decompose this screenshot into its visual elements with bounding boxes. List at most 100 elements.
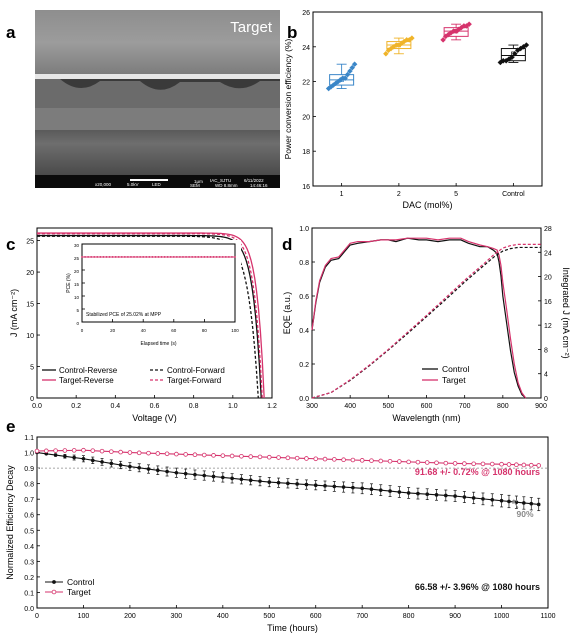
c-inset-pce-point <box>120 256 123 258</box>
e-xtick-label: 100 <box>78 613 90 620</box>
b-data-point <box>383 50 389 57</box>
c-inset-pce-point <box>209 256 212 258</box>
e-data-point <box>424 460 430 465</box>
e-data-point <box>183 452 188 457</box>
panel-label-b: b <box>287 23 297 42</box>
c-inset-pce-point <box>87 256 90 258</box>
e-data-point <box>53 453 58 457</box>
c-inset-pce-point <box>191 256 194 258</box>
e-data-point <box>514 462 519 468</box>
c-xtick-label: 0.8 <box>189 403 199 410</box>
e-data-point <box>522 501 526 505</box>
e-xlabel: Time (hours) <box>267 623 318 633</box>
c-inset-ytick-label: 20 <box>74 269 80 274</box>
c-xlabel: Voltage (V) <box>132 413 177 423</box>
d-xlabel: Wavelength (nm) <box>392 413 460 423</box>
sem-info-detector: LED <box>152 182 162 187</box>
b-ylabel: Power conversion efficiency (%) <box>283 38 293 159</box>
e-data-point <box>276 480 281 485</box>
e-data-point <box>183 471 188 476</box>
e-data-point <box>359 458 365 463</box>
d-y2tick-label: 16 <box>544 299 552 306</box>
b-data-point <box>440 37 446 43</box>
e-data-point <box>499 461 504 467</box>
d-legend-label: Target <box>442 375 466 385</box>
c-inset-pce-point <box>142 256 145 258</box>
c-inset-pce-point <box>179 256 181 258</box>
e-ylabel: Normalized Efficiency Decay <box>5 465 15 580</box>
e-data-point <box>490 498 495 502</box>
e-data-point <box>351 485 355 490</box>
c-inset-xtick-label: 80 <box>202 328 208 333</box>
e-data-point <box>285 455 291 461</box>
c-inset-pce-point <box>108 256 111 258</box>
e-data-point <box>118 449 123 455</box>
e-data-point <box>155 451 161 456</box>
c-legend-label: Control-Forward <box>167 366 225 375</box>
c-inset-pce-point <box>188 256 191 258</box>
d-y2tick-label: 0 <box>544 396 548 403</box>
c-inset-pce-point <box>200 256 203 258</box>
e-data-point <box>211 453 216 458</box>
b-xtick-label: Control <box>502 191 525 198</box>
b-data-point <box>349 64 356 71</box>
d-y2tick-label: 4 <box>544 372 548 379</box>
e-data-point <box>341 485 346 489</box>
c-inset-pce-point <box>136 256 138 258</box>
panel-label-d: d <box>282 235 292 254</box>
e-data-point <box>452 461 458 466</box>
e-xtick-label: 200 <box>124 613 136 620</box>
e-data-point <box>118 463 123 467</box>
c-ytick-label: 20 <box>26 270 34 277</box>
e-data-point <box>341 457 346 462</box>
e-data-point <box>286 481 290 486</box>
d-xtick-label: 500 <box>382 403 394 410</box>
b-data-point <box>509 54 515 61</box>
c-inset-pce-point <box>212 256 215 258</box>
d-y2label: Integrated J (mA cm⁻²) <box>561 267 571 358</box>
e-data-point <box>257 454 263 460</box>
e-xtick-label: 0 <box>35 613 39 620</box>
c-inset-ytick-label: 10 <box>74 295 80 300</box>
d-ytick-label: 1.0 <box>299 226 309 233</box>
c-inset-pce-point <box>117 256 120 258</box>
b-data-point <box>466 21 472 27</box>
c-inset-xtick-label: 40 <box>141 328 147 333</box>
c-inset-pce-point <box>123 256 126 258</box>
b-xtick-label: 2 <box>397 191 401 198</box>
d-xtick-label: 300 <box>306 403 318 410</box>
b-data-point <box>347 68 353 74</box>
e-legend-marker <box>51 589 57 595</box>
e-data-point <box>378 458 384 464</box>
e-xtick-label: 1000 <box>494 613 510 620</box>
e-data-point <box>71 448 77 453</box>
e-data-point <box>155 468 160 473</box>
panel-label-c: c <box>6 235 15 254</box>
c-inset-pce-point <box>160 256 163 258</box>
b-data-point <box>523 42 530 48</box>
d-y2tick-label: 8 <box>544 347 548 354</box>
e-data-point <box>266 454 272 460</box>
c-inset-pce-point <box>90 256 93 258</box>
c-inset-pce-point <box>151 256 154 258</box>
c-ytick-label: 10 <box>26 333 34 340</box>
d-xtick-label: 700 <box>459 403 471 410</box>
e-data-point <box>313 483 318 487</box>
e-data-point <box>128 464 132 469</box>
e-annotation-control: 66.58 +/- 3.96% @ 1080 hours <box>415 582 540 592</box>
b-ytick-label: 22 <box>302 80 310 87</box>
d-ylabel: EQE (a.u.) <box>282 292 292 335</box>
c-inset-ylabel: PCE (%) <box>66 273 72 293</box>
c-inset-pce-point <box>169 256 172 258</box>
d-legend-label: Control <box>442 364 470 374</box>
e-data-point <box>536 463 542 468</box>
c-inset-pce-point <box>224 256 227 258</box>
e-data-point <box>90 458 95 463</box>
e-annotation-arrow <box>512 499 519 509</box>
b-data-point <box>512 50 518 57</box>
d-xtick-label: 400 <box>344 403 356 410</box>
c-inset-pce-point <box>206 256 209 258</box>
b-box <box>443 27 469 37</box>
e-data-point <box>369 487 374 492</box>
e-data-point <box>127 450 133 455</box>
